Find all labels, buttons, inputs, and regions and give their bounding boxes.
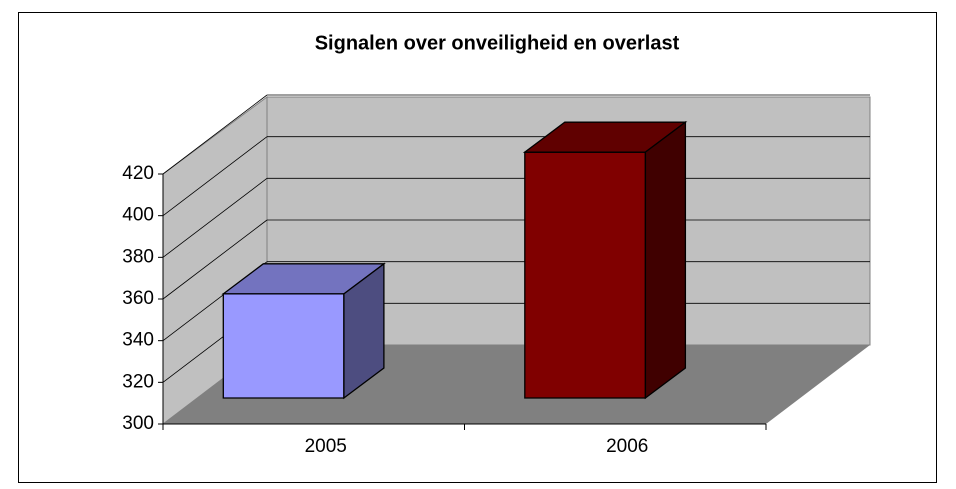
grid-line	[162, 94, 268, 175]
grid-line	[162, 136, 268, 216]
bar-front	[524, 151, 647, 399]
chart-title: Signalen over onveiligheid en overlast	[315, 32, 680, 54]
bar-side	[644, 120, 687, 400]
grid-line	[162, 219, 268, 300]
x-tick-label: 2005	[305, 436, 347, 457]
y-tick-label: 380	[122, 246, 154, 267]
y-tick-label: 320	[122, 371, 154, 392]
x-tick-label: 2006	[606, 436, 648, 457]
bar-front	[222, 293, 345, 399]
grid-line	[162, 178, 268, 258]
bar-side	[343, 262, 385, 400]
y-tick-label: 420	[122, 163, 154, 184]
y-tick-label: 360	[122, 288, 154, 309]
y-tick-label: 340	[122, 330, 154, 351]
bar	[221, 262, 386, 400]
y-tick-label: 300	[122, 413, 154, 434]
bar	[522, 120, 688, 400]
y-tick-label: 400	[122, 205, 154, 226]
